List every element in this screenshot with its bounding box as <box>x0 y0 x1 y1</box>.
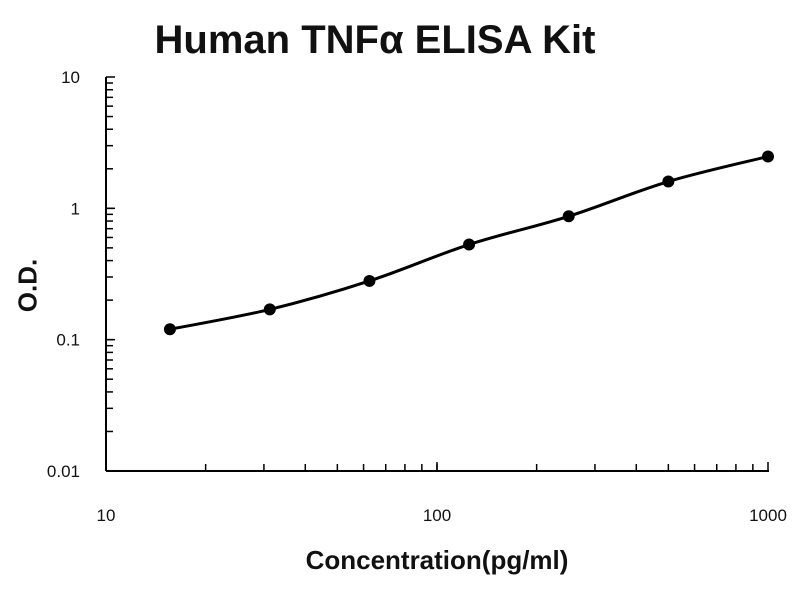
data-point <box>562 210 575 223</box>
data-point <box>363 274 376 287</box>
data-point <box>662 175 675 188</box>
x-tick-label: 1000 <box>749 506 787 525</box>
data-point <box>463 238 476 251</box>
x-tick-label: 100 <box>423 506 451 525</box>
data-point <box>263 303 276 316</box>
data-point <box>163 323 176 336</box>
y-tick-label: 1 <box>71 199 80 218</box>
y-tick-label: 0.1 <box>56 331 80 350</box>
x-tick-label: 10 <box>97 506 116 525</box>
chart-title: Human TNFα ELISA Kit <box>154 18 596 62</box>
x-axis-label: Concentration(pg/ml) <box>305 545 569 575</box>
y-tick-label: 10 <box>61 68 80 87</box>
y-tick-label: 0.01 <box>47 462 80 481</box>
data-point <box>762 150 774 163</box>
